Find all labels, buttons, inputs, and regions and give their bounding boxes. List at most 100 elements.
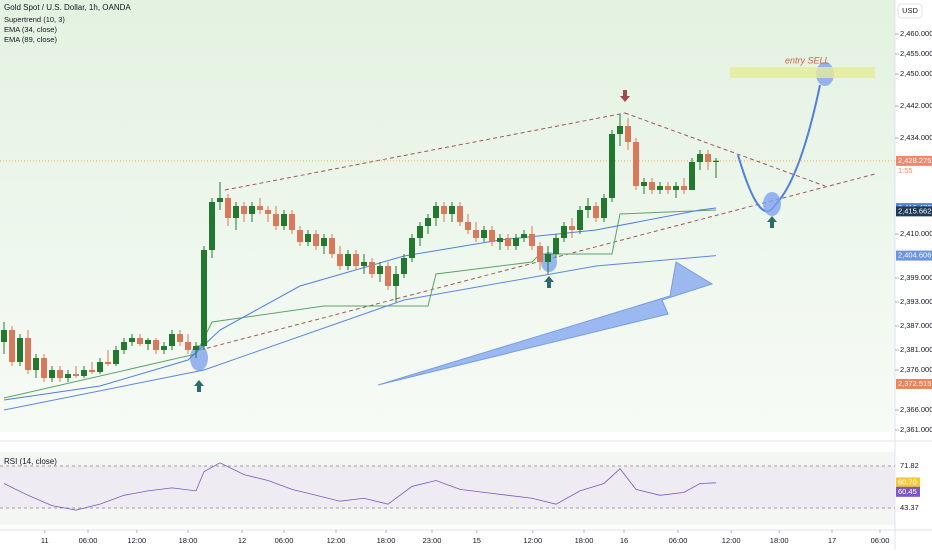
candle-body [465, 222, 471, 230]
candle-body [569, 226, 575, 230]
candle-body [145, 340, 151, 344]
candle-body [609, 134, 615, 198]
candle-body [185, 342, 191, 350]
x-tick-label: 06:00 [275, 536, 294, 545]
candle-body [713, 160, 719, 162]
candle-body [585, 206, 591, 210]
candle-body [249, 206, 255, 214]
candle-body [73, 374, 79, 376]
candle-body [553, 238, 559, 254]
candle-body [657, 186, 663, 190]
candle-body [529, 234, 535, 246]
candle-body [233, 206, 239, 218]
candle-body [241, 206, 247, 214]
candle-body [641, 182, 647, 186]
trendline [224, 112, 626, 191]
overlay-line [3, 255, 717, 411]
candle-body [121, 342, 127, 350]
candle-body [201, 250, 207, 346]
y-tick-label: 43.37 [900, 503, 919, 512]
candle-body [473, 230, 479, 238]
x-tick-label: 11 [41, 536, 49, 545]
price-badge [896, 378, 932, 389]
candle-body [385, 266, 391, 286]
candle-body [217, 198, 223, 202]
candle-body [105, 362, 111, 364]
x-tick-label: 12:00 [327, 536, 346, 545]
candle-body [281, 214, 287, 226]
candle-body [497, 238, 503, 242]
candle-body [161, 346, 167, 350]
candle-body [9, 330, 15, 362]
y-tick-label: 2,455.000 [900, 49, 932, 58]
candle-body [129, 338, 135, 342]
y-tick-label: 2,399.000 [900, 273, 932, 282]
candle-body [97, 362, 103, 372]
candle-body [561, 226, 567, 238]
candle-body [49, 370, 55, 378]
candle-body [433, 206, 439, 218]
x-tick-label: 12:00 [127, 536, 146, 545]
trend-arrow [377, 261, 714, 386]
y-tick-label: 2,410.000 [900, 229, 932, 238]
candle-body [257, 206, 263, 210]
rsi-line [3, 462, 717, 511]
x-tick-label: 06:00 [79, 536, 98, 545]
candle-body [441, 206, 447, 214]
circle [763, 192, 781, 216]
candle-body [329, 238, 335, 254]
drawings [199, 112, 876, 351]
down-arrow [620, 90, 630, 102]
candle-body [393, 274, 399, 286]
x-tick-label: 16 [620, 536, 628, 545]
candle-body [345, 254, 351, 266]
candle-body [369, 262, 375, 274]
candle-body [313, 234, 319, 246]
value-label: 60.45 [898, 487, 917, 496]
y-tick-label: 2,393.000 [900, 297, 932, 306]
candle-body [177, 334, 183, 342]
candle-body [617, 126, 623, 134]
x-tick-label: 12:00 [722, 536, 741, 545]
candle-body [633, 142, 639, 186]
candle-body [137, 338, 143, 344]
candle-body [521, 234, 527, 238]
candle-body [225, 198, 231, 218]
y-tick-label: 2,450.000 [900, 69, 932, 78]
x-tick-label: 15 [473, 536, 481, 545]
overlay-line [3, 207, 717, 401]
trendline [199, 173, 876, 351]
candle-body [337, 254, 343, 266]
candle-body [377, 266, 383, 274]
candle-body [489, 230, 495, 242]
y-tick-label: 2,434.000 [900, 133, 932, 142]
candle-body [113, 350, 119, 364]
candle-body [401, 258, 407, 274]
y-tick-label: 71.82 [900, 461, 919, 470]
price-label: 2,372.515 [898, 379, 931, 388]
trendline [624, 112, 826, 187]
candle-body [65, 374, 71, 378]
legend-entry: EMA (89, close) [4, 35, 57, 44]
candle-body [17, 338, 23, 362]
candle-body [457, 206, 463, 222]
value-badge [896, 477, 920, 488]
candle-body [625, 126, 631, 142]
price-badge [896, 250, 932, 261]
x-tick-label: 06:00 [669, 536, 688, 545]
candle-body [537, 246, 543, 262]
candle-body [705, 154, 711, 162]
x-tick-label: 12 [238, 536, 246, 545]
candle-body [41, 358, 47, 378]
candle-body [425, 218, 431, 226]
circle [190, 345, 208, 371]
candle-body [297, 230, 303, 242]
candle-body [361, 262, 367, 266]
x-tick-label: 18:00 [575, 536, 594, 545]
candle-body [577, 210, 583, 230]
y-tick-label: 2,442.000 [900, 101, 932, 110]
currency: USD [902, 6, 918, 15]
annotation: entry SELL [785, 55, 830, 65]
candle-body [665, 186, 671, 190]
candle-body [193, 346, 199, 350]
